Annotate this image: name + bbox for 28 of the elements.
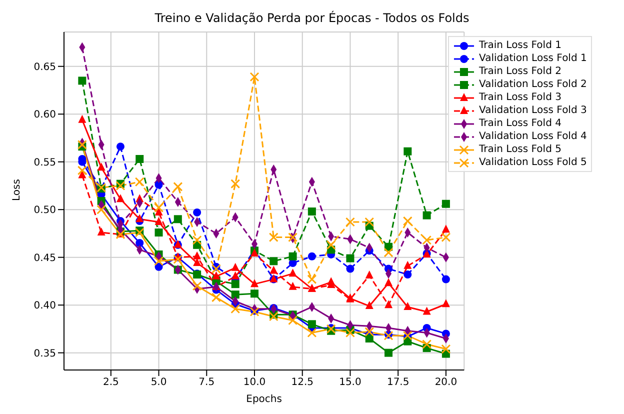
x-tick-label: 17.5 bbox=[386, 377, 410, 388]
x-axis-title: Epochs bbox=[246, 394, 282, 405]
y-tick-label: 0.35 bbox=[34, 348, 56, 360]
x-tick-label: 12.5 bbox=[291, 377, 314, 388]
legend-label: Validation Loss Fold 2 bbox=[479, 79, 587, 90]
legend-label: Train Loss Fold 2 bbox=[479, 66, 562, 77]
legend-label: Validation Loss Fold 1 bbox=[479, 53, 587, 64]
x-tick-label: 2.5 bbox=[102, 377, 119, 388]
legend-label: Validation Loss Fold 3 bbox=[479, 105, 587, 116]
y-tick-label: 0.60 bbox=[34, 110, 56, 121]
legend-label: Train Loss Fold 5 bbox=[479, 144, 562, 155]
legend-label: Train Loss Fold 3 bbox=[479, 92, 562, 103]
y-axis-title: Loss bbox=[12, 179, 23, 201]
x-tick-label: 7.5 bbox=[198, 377, 215, 388]
legend-label: Validation Loss Fold 4 bbox=[479, 131, 587, 142]
legend-label: Train Loss Fold 1 bbox=[479, 40, 562, 51]
legend-label: Train Loss Fold 4 bbox=[479, 118, 562, 129]
legend-label: Validation Loss Fold 5 bbox=[479, 157, 587, 168]
y-tick-label: 0.55 bbox=[34, 157, 56, 168]
x-tick-label: 15.0 bbox=[339, 377, 362, 388]
chart-title: Treino e Validação Perda por Épocas - Todos os Folds bbox=[154, 10, 470, 27]
y-tick-label: 0.65 bbox=[34, 62, 56, 73]
x-tick-label: 5.0 bbox=[150, 377, 167, 388]
y-tick-label: 0.50 bbox=[34, 205, 56, 216]
x-tick-label: 20.0 bbox=[434, 377, 458, 388]
x-tick-label: 10.0 bbox=[243, 377, 266, 388]
y-tick-label: 0.45 bbox=[34, 252, 56, 264]
y-tick-label: 0.40 bbox=[34, 300, 56, 312]
